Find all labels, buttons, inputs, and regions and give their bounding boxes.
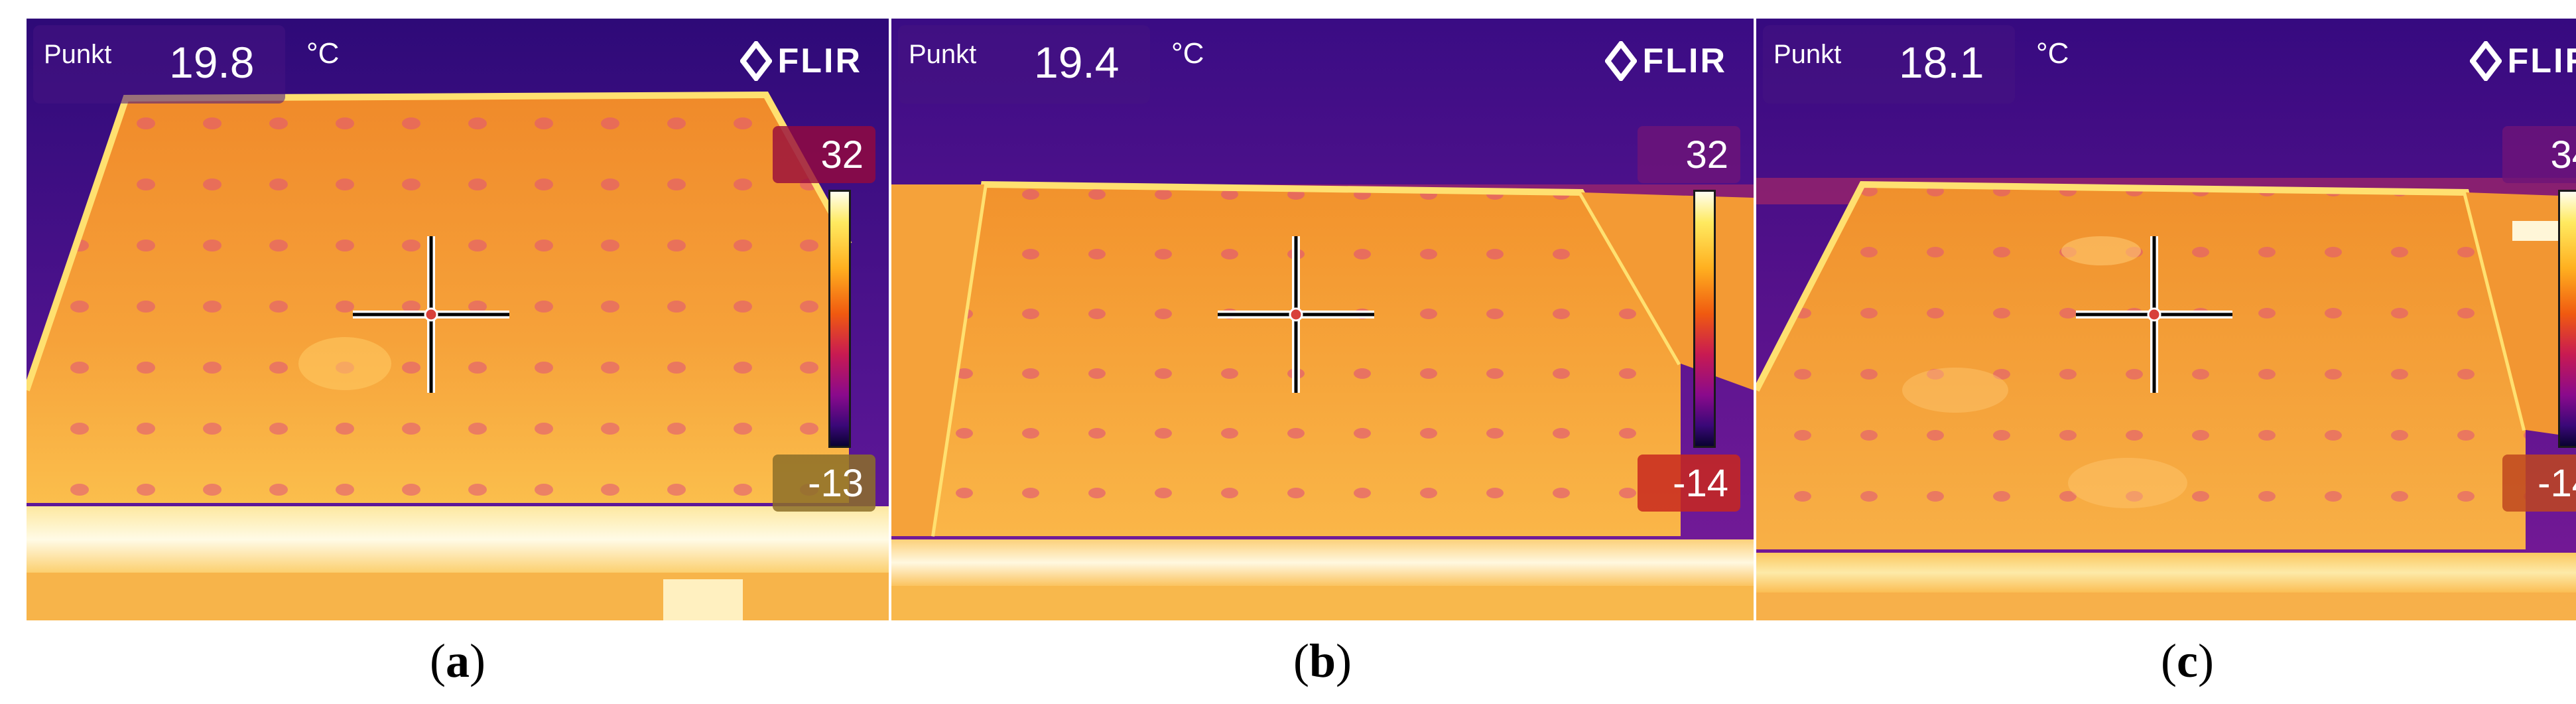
caption-c: (c) bbox=[1756, 634, 2576, 689]
caption-open-paren: ( bbox=[430, 634, 446, 687]
scale-max-value: 34 bbox=[2550, 133, 2576, 176]
scale-max-badge: 32 bbox=[1638, 126, 1740, 183]
brand-name: FLIR bbox=[2507, 42, 2576, 80]
thermal-image-b: Punkt 19.4 °C FLIR 32 -14 bbox=[891, 19, 1754, 620]
thermal-image-c: Punkt 18.1 °C FLIR 34 -14 bbox=[1756, 19, 2576, 620]
thermal-image-a: Punkt 19.8 °C FLIR 32 -13 bbox=[27, 19, 889, 620]
caption-close-paren: ) bbox=[1336, 634, 1352, 687]
caption-a: (a) bbox=[27, 634, 889, 689]
scale-max-value: 32 bbox=[820, 133, 864, 176]
scale-min-badge: -14 bbox=[1638, 455, 1740, 512]
brand-name: FLIR bbox=[1642, 42, 1727, 80]
temperature-unit: °C bbox=[306, 37, 340, 70]
spot-label: Punkt bbox=[1773, 40, 1842, 69]
spot-temperature-readout: Punkt 19.4 °C bbox=[898, 25, 1204, 104]
flir-diamond-icon bbox=[740, 41, 773, 81]
temperature-unit: °C bbox=[1171, 37, 1204, 70]
caption-close-paren: ) bbox=[470, 634, 485, 687]
caption-close-paren: ) bbox=[2197, 634, 2214, 687]
caption-letter: a bbox=[446, 634, 470, 687]
temperature-color-scale bbox=[1693, 190, 1716, 448]
scale-max-badge: 32 bbox=[773, 126, 875, 183]
scale-max-value: 32 bbox=[1685, 133, 1728, 176]
spot-label: Punkt bbox=[44, 40, 112, 69]
caption-letter: c bbox=[2177, 634, 2198, 687]
thermal-scene-a bbox=[27, 19, 889, 620]
scale-min-value: -13 bbox=[808, 461, 864, 505]
caption-open-paren: ( bbox=[1293, 634, 1309, 687]
spot-label: Punkt bbox=[909, 40, 977, 69]
scale-min-badge: -14 bbox=[2502, 455, 2576, 512]
spot-temperature-value: 19.8 bbox=[169, 38, 255, 87]
scale-min-value: -14 bbox=[2538, 461, 2576, 505]
temperature-color-scale bbox=[2558, 190, 2576, 448]
thermal-scene-c bbox=[1756, 19, 2576, 620]
scale-min-badge: -13 bbox=[773, 455, 875, 512]
flir-diamond-icon bbox=[1605, 41, 1638, 81]
spot-temperature-readout: Punkt 19.8 °C bbox=[33, 25, 339, 104]
flir-logo: FLIR bbox=[740, 41, 862, 81]
caption-letter: b bbox=[1309, 634, 1336, 687]
spot-temperature-readout: Punkt 18.1 °C bbox=[1763, 25, 2069, 104]
caption-open-paren: ( bbox=[2161, 634, 2177, 687]
temperature-color-scale bbox=[828, 190, 851, 448]
caption-b: (b) bbox=[891, 634, 1754, 689]
temperature-unit: °C bbox=[2036, 37, 2069, 70]
flir-logo: FLIR bbox=[1605, 41, 1727, 81]
flir-logo: FLIR bbox=[2470, 41, 2576, 81]
scale-min-value: -14 bbox=[1673, 461, 1728, 505]
spot-temperature-value: 18.1 bbox=[1899, 38, 1984, 87]
spot-temperature-value: 19.4 bbox=[1034, 38, 1120, 87]
flir-diamond-icon bbox=[2470, 41, 2502, 81]
scale-max-badge: 34 bbox=[2502, 126, 2576, 183]
brand-name: FLIR bbox=[777, 42, 862, 80]
